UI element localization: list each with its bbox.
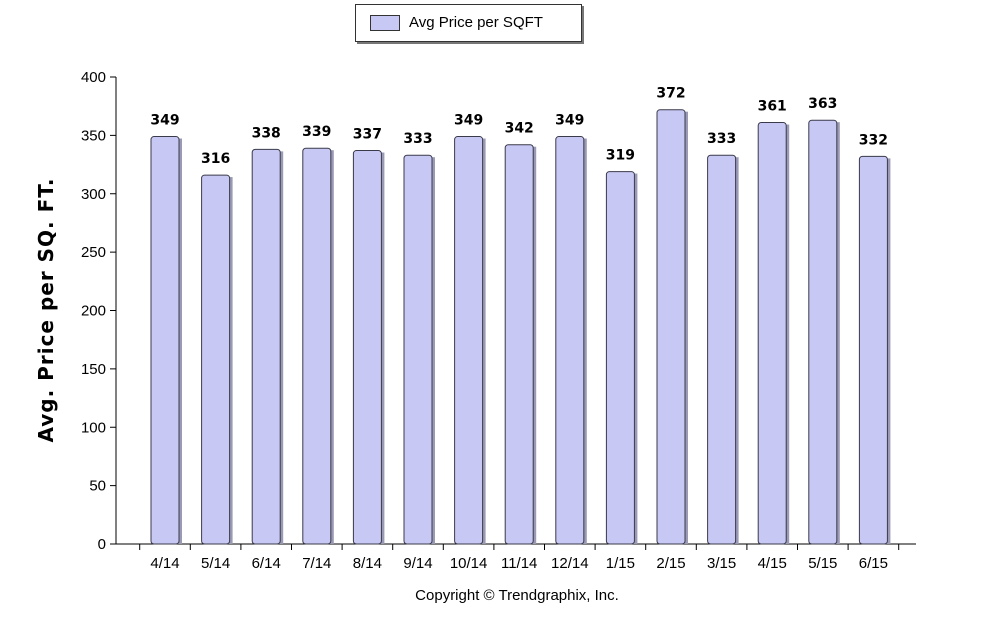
- bar: [808, 119, 838, 545]
- bar-value-label: 372: [656, 86, 685, 102]
- bar: [504, 144, 534, 545]
- bar: [656, 109, 686, 545]
- bar-value-label: 361: [758, 99, 787, 115]
- bar-value-label: 319: [606, 148, 635, 164]
- bar: [302, 147, 332, 545]
- bar: [858, 155, 888, 545]
- y-tick-label: 200: [81, 303, 106, 320]
- y-tick-label: 250: [81, 244, 106, 261]
- bar: [150, 136, 180, 545]
- x-tick-label: 7/14: [302, 555, 331, 572]
- bar-value-label: 349: [454, 113, 483, 129]
- x-tick-label: 10/14: [450, 555, 488, 572]
- x-tick-label: 5/15: [808, 555, 837, 572]
- bar-value-label: 342: [505, 121, 534, 137]
- bar: [707, 154, 737, 545]
- bar-value-label: 349: [555, 113, 584, 129]
- legend-label: Avg Price per SQFT: [409, 14, 543, 31]
- bar: [251, 148, 281, 545]
- bar-value-label: 337: [353, 127, 382, 143]
- bar-value-label: 338: [252, 125, 281, 141]
- bar-value-label: 333: [707, 131, 736, 147]
- bar: [757, 122, 787, 545]
- x-tick-label: 12/14: [551, 555, 589, 572]
- bar-value-label: 332: [859, 132, 888, 148]
- bar: [403, 154, 433, 545]
- x-tick-label: 5/14: [201, 555, 230, 572]
- x-tick-label: 1/15: [606, 555, 635, 572]
- x-tick-label: 4/14: [150, 555, 179, 572]
- bar: [454, 136, 484, 545]
- bar-value-label: 363: [808, 96, 837, 112]
- x-tick-label: 4/15: [758, 555, 787, 572]
- y-tick-label: 0: [98, 536, 106, 553]
- bar: [201, 174, 231, 545]
- chart-legend: Avg Price per SQFT: [355, 4, 582, 42]
- bar-value-label: 349: [150, 113, 179, 129]
- bar: [555, 136, 585, 545]
- x-tick-label: 2/15: [656, 555, 685, 572]
- bar-value-label: 316: [201, 151, 230, 167]
- bar-value-label: 339: [302, 124, 331, 140]
- bar: [605, 171, 635, 545]
- bar-value-label: 333: [403, 131, 432, 147]
- y-tick-label: 400: [81, 69, 106, 86]
- copyright-text: Copyright © Trendgraphix, Inc.: [415, 587, 619, 604]
- bar: [352, 150, 382, 545]
- x-tick-label: 3/15: [707, 555, 736, 572]
- y-tick-label: 100: [81, 419, 106, 436]
- y-tick-label: 300: [81, 186, 106, 203]
- x-tick-label: 9/14: [403, 555, 432, 572]
- x-tick-label: 6/14: [252, 555, 281, 572]
- x-tick-label: 8/14: [353, 555, 382, 572]
- y-tick-label: 150: [81, 361, 106, 378]
- x-tick-label: 6/15: [859, 555, 888, 572]
- y-tick-label: 50: [89, 478, 106, 495]
- legend-swatch: [370, 15, 400, 31]
- y-tick-label: 350: [81, 127, 106, 144]
- x-tick-label: 11/14: [501, 555, 537, 572]
